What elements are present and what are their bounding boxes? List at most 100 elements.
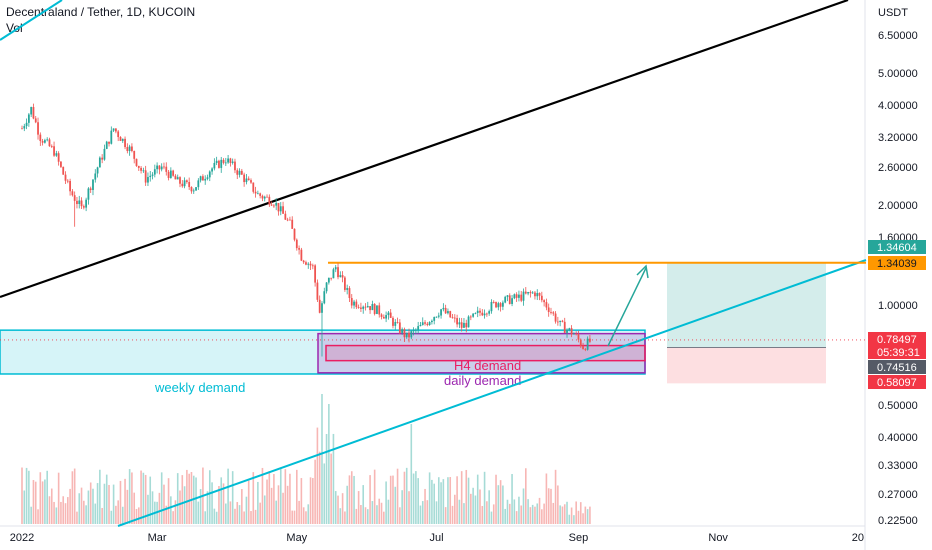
position-target-area[interactable] xyxy=(667,262,826,348)
volume-bar xyxy=(568,514,571,524)
candle-body xyxy=(273,205,275,207)
candle-body xyxy=(321,303,323,313)
volume-bar xyxy=(197,501,200,524)
candle-body xyxy=(25,122,28,127)
black-trendline[interactable] xyxy=(0,0,849,299)
price-tag xyxy=(868,360,926,374)
volume-bar xyxy=(554,469,557,524)
volume-bar xyxy=(488,490,490,524)
demand-zone[interactable] xyxy=(0,329,646,375)
price-tag xyxy=(868,375,926,389)
candle-body xyxy=(483,313,486,316)
candle-body xyxy=(531,292,534,294)
price-tag xyxy=(868,256,926,270)
volume-bar xyxy=(410,424,413,524)
candle-body xyxy=(316,282,319,300)
candle-body xyxy=(343,277,346,290)
volume-bar xyxy=(121,506,124,524)
candle-body xyxy=(577,334,580,340)
currency-label: USDT xyxy=(878,7,908,19)
candle-body xyxy=(126,147,129,152)
y-tick-label: 0.33000 xyxy=(878,460,918,472)
candle-body xyxy=(540,295,543,301)
volume-bar xyxy=(64,503,67,524)
candle-body xyxy=(469,316,472,318)
arrow-head-icon xyxy=(636,264,649,279)
volume-bar xyxy=(499,480,502,524)
volume-bar xyxy=(137,507,140,524)
volume-bar xyxy=(46,470,48,524)
volume-bar xyxy=(577,510,580,524)
candle-body xyxy=(62,166,65,175)
candle-body xyxy=(268,196,271,205)
candle-body xyxy=(270,204,273,206)
candle-body xyxy=(458,322,461,325)
candle-body xyxy=(286,219,289,221)
volume-bar xyxy=(96,483,99,524)
price-tag-label: 1.34039 xyxy=(877,258,917,270)
volume-bar xyxy=(330,453,332,524)
volume-bar xyxy=(160,472,163,524)
volume-bar xyxy=(124,478,126,524)
volume-bar xyxy=(286,485,289,524)
candle-body xyxy=(169,170,172,178)
candle-body xyxy=(369,306,371,311)
volume-bar xyxy=(250,511,252,524)
volume-bar xyxy=(575,501,577,524)
candle-body xyxy=(481,312,484,316)
candle-body xyxy=(550,312,552,313)
volume-bar xyxy=(291,510,294,524)
candle-body xyxy=(298,248,300,250)
candle-body xyxy=(524,291,527,294)
candle-body xyxy=(545,302,548,308)
candle-body xyxy=(124,138,126,148)
volume-bar xyxy=(454,494,456,524)
price-tag-label: 05:39:31 xyxy=(877,347,920,359)
candle-body xyxy=(412,329,415,332)
volume-bar xyxy=(277,485,280,524)
volume-label: Vol xyxy=(6,21,23,35)
volume-bar xyxy=(385,481,387,524)
volume-bar xyxy=(541,509,543,524)
candle-body xyxy=(419,325,422,327)
candle-body xyxy=(236,170,239,175)
candle-body xyxy=(206,177,209,179)
projection-arrow[interactable] xyxy=(607,267,647,347)
cyan-trendline[interactable] xyxy=(117,259,867,527)
volume-bar xyxy=(472,487,474,524)
volume-bar xyxy=(293,510,296,524)
volume-bar xyxy=(378,498,381,524)
volume-bar xyxy=(389,475,392,524)
volume-bar xyxy=(538,497,541,524)
candle-body xyxy=(66,180,69,182)
volume-bar xyxy=(279,467,282,524)
x-tick-label: Mar xyxy=(148,532,167,544)
candle-body xyxy=(536,293,539,297)
demand-zone[interactable] xyxy=(325,344,646,362)
candle-body xyxy=(53,146,55,156)
volume-bar xyxy=(403,471,406,524)
candle-body xyxy=(376,305,378,314)
volume-bar xyxy=(231,471,234,524)
volume-bar xyxy=(346,485,348,524)
candle-body xyxy=(163,166,165,168)
candle-body xyxy=(256,193,259,195)
volume-bar xyxy=(263,495,266,524)
volume-bar xyxy=(241,489,243,524)
volume-bar xyxy=(314,459,316,524)
candle-body xyxy=(444,307,447,314)
candle-body xyxy=(149,175,152,178)
candle-body xyxy=(495,302,497,308)
candle-body xyxy=(190,187,193,192)
candle-body xyxy=(385,315,388,319)
volume-bar xyxy=(247,480,250,524)
cyan-trendline-upper[interactable] xyxy=(0,0,63,41)
candle-body xyxy=(224,162,227,164)
candle-body xyxy=(147,177,149,183)
position-stop-area[interactable] xyxy=(667,347,826,384)
candle-body xyxy=(64,174,67,181)
candle-body xyxy=(518,294,520,298)
y-tick-label: 2.60000 xyxy=(878,162,918,174)
candle-body xyxy=(117,131,120,138)
